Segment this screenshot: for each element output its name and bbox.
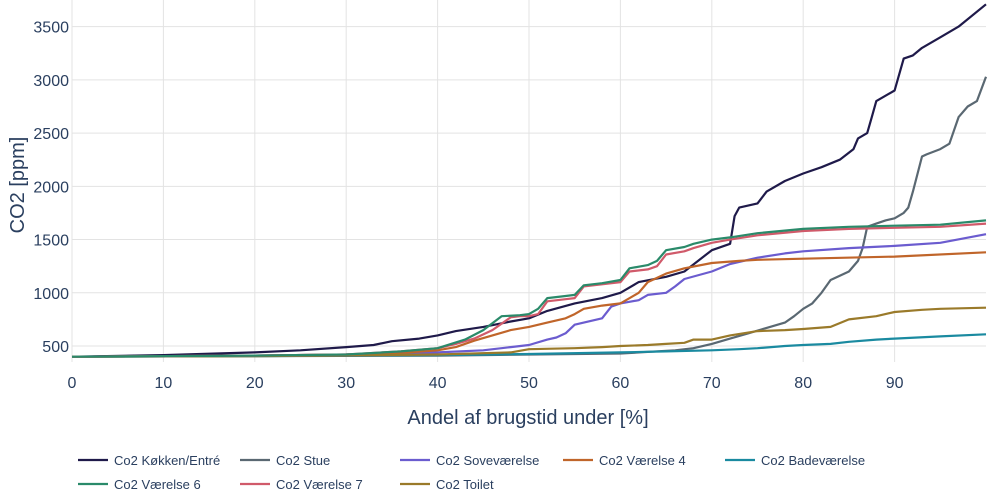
y-axis-title: CO2 [ppm] (7, 137, 29, 234)
x-tick-label: 10 (155, 375, 173, 392)
legend-label: Co2 Værelse 4 (599, 453, 686, 468)
series-line (71, 333, 987, 358)
legend-label: Co2 Toilet (436, 477, 494, 492)
legend-label: Co2 Værelse 7 (276, 477, 363, 492)
x-tick-label: 50 (520, 375, 538, 392)
x-tick-label: 0 (68, 375, 77, 392)
legend-item[interactable]: Co2 Værelse 7 (240, 477, 363, 492)
legend-item[interactable]: Co2 Køkken/Entré (78, 453, 220, 468)
y-tick-labels: 500 1000 1500 2000 2500 3000 3500 (33, 20, 69, 356)
x-tick-label: 20 (246, 375, 264, 392)
legend-item[interactable]: Co2 Badeværelse (725, 453, 865, 468)
x-tick-label: 40 (429, 375, 447, 392)
series-line (71, 219, 987, 358)
legend: Co2 Køkken/Entré Co2 Stue Co2 Soveværelse C… (78, 453, 865, 492)
series-line (71, 251, 987, 358)
legend-item[interactable]: Co2 Stue (240, 453, 330, 468)
y-tick-label: 2000 (33, 179, 69, 196)
x-tick-label: 60 (612, 375, 630, 392)
legend-label: Co2 Køkken/Entré (114, 453, 220, 468)
series-line (71, 76, 988, 358)
legend-item[interactable]: Co2 Soveværelse (400, 453, 539, 468)
x-tick-label: 90 (886, 375, 904, 392)
series-line (71, 3, 987, 358)
y-tick-label: 1000 (33, 286, 69, 303)
x-tick-label: 30 (337, 375, 355, 392)
legend-item[interactable]: Co2 Værelse 6 (78, 477, 201, 492)
y-tick-label: 3000 (33, 73, 69, 90)
legend-item[interactable]: Co2 Toilet (400, 477, 494, 492)
legend-label: Co2 Soveværelse (436, 453, 539, 468)
series-lines (71, 3, 988, 358)
x-tick-labels: 0 10 20 30 40 50 60 70 80 90 (68, 375, 904, 392)
legend-label: Co2 Værelse 6 (114, 477, 201, 492)
grid (71, 0, 986, 362)
x-tick-label: 80 (794, 375, 812, 392)
y-tick-label: 2500 (33, 126, 69, 143)
y-tick-label: 3500 (33, 20, 69, 37)
legend-label: Co2 Badeværelse (761, 453, 865, 468)
y-tick-label: 500 (42, 339, 69, 356)
legend-label: Co2 Stue (276, 453, 330, 468)
x-tick-label: 70 (703, 375, 721, 392)
y-tick-label: 1500 (33, 233, 69, 250)
legend-item[interactable]: Co2 Værelse 4 (563, 453, 686, 468)
series-line (71, 306, 987, 358)
x-axis-title: Andel af brugstid under [%] (407, 407, 648, 429)
